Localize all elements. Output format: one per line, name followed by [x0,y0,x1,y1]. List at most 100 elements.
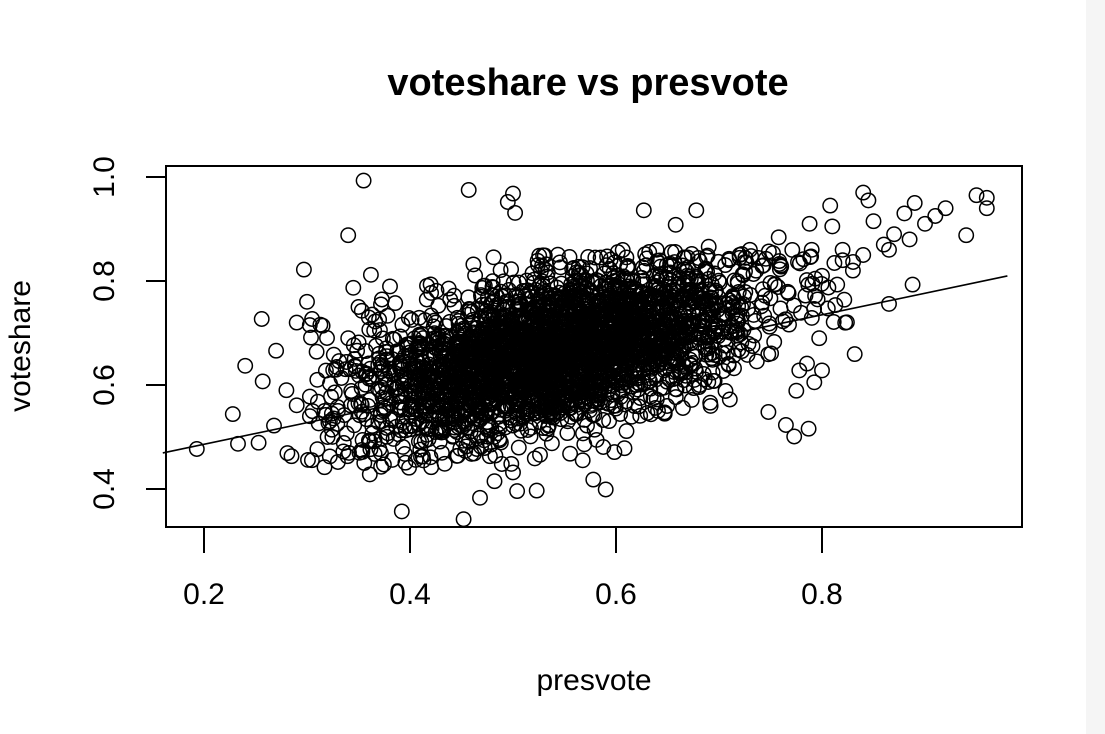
data-point [572,301,589,318]
data-point [295,261,312,278]
data-point [756,307,773,324]
data-point [621,347,638,363]
data-point [666,349,683,366]
data-point [331,353,348,370]
data-point [575,351,592,367]
data-point [303,329,319,346]
data-point [566,283,583,300]
data-point [558,371,575,388]
data-point [468,319,485,336]
data-point [422,449,439,466]
data-point [797,287,814,304]
data-point [564,320,581,336]
data-point [430,367,447,383]
data-point [444,410,461,427]
data-point [427,424,444,441]
data-point [323,421,340,438]
data-point [340,227,357,244]
data-point [822,197,839,214]
data-point [700,238,717,255]
data-point [629,369,646,386]
data-point [665,281,682,298]
data-point [618,423,635,440]
data-point [380,360,397,377]
data-point [508,301,525,318]
data-point [647,399,664,416]
data-point [397,422,414,439]
data-point [580,249,597,265]
data-point [509,483,526,500]
data-point [323,388,339,405]
data-point [505,464,521,481]
data-point [576,292,593,309]
data-point [485,249,502,266]
data-point [777,311,794,328]
data-point [525,353,542,370]
data-point [630,398,647,415]
data-point [677,358,694,375]
data-point [527,355,544,372]
data-point [522,428,539,445]
data-point [403,399,420,415]
data-point [411,309,428,326]
data-point [676,249,692,266]
data-point [633,331,650,348]
data-point [237,357,254,374]
data-point [547,351,564,368]
data-point [418,426,435,443]
data-point [589,351,606,368]
data-point [472,489,488,506]
data-point [526,271,543,288]
data-point [846,346,863,363]
data-point [632,407,649,424]
data-point [739,346,756,363]
data-point [811,330,828,347]
data-point [666,332,683,349]
data-point [460,364,477,381]
data-point [534,309,551,326]
x-tick-label: 0.6 [595,578,637,611]
data-point [493,456,510,472]
data-point [484,335,501,352]
data-point [333,370,350,386]
data-point [729,327,746,344]
data-point [469,430,486,447]
data-point [799,355,815,372]
data-point [728,308,744,325]
data-point [505,185,521,202]
data-point [702,394,719,411]
data-point [519,290,536,307]
data-point [694,327,710,344]
data-point [906,195,923,211]
data-point [587,387,604,404]
data-point [547,316,564,333]
data-point [397,386,414,403]
data-point [978,189,995,206]
data-point [446,347,463,364]
data-point [605,282,622,299]
data-point [490,359,507,375]
data-point [589,299,606,316]
data-point [482,417,499,434]
data-point [266,417,282,434]
data-point [433,444,450,461]
data-point [690,290,707,307]
data-point [431,408,448,425]
data-point [881,241,897,258]
data-point [597,481,614,498]
data-point [441,353,458,370]
data-point [503,455,520,472]
data-point [635,272,652,289]
data-point [703,350,720,367]
data-point [403,363,420,380]
data-point [325,362,342,378]
data-point [726,272,743,289]
data-point [482,436,499,453]
data-point [643,309,660,326]
data-point [820,279,837,296]
data-point [361,321,378,338]
data-point [717,383,734,399]
data-point [480,307,497,324]
data-point [483,294,500,311]
data-point [288,397,305,414]
